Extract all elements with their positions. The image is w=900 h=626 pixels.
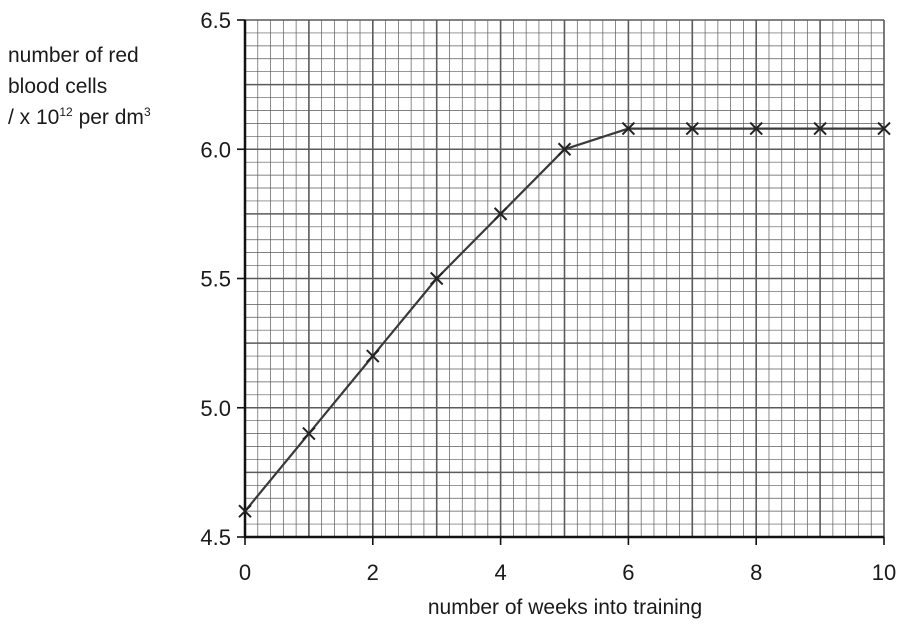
data-point-marker <box>429 271 444 286</box>
x-tick-label: 8 <box>750 560 762 585</box>
marker-stroke <box>685 121 700 136</box>
y-axis-label-line3: / x 1012 per dm3 <box>8 102 188 133</box>
data-point-marker <box>813 121 827 136</box>
data-point-marker <box>557 142 572 156</box>
y-tick-label: 6.5 <box>200 8 231 33</box>
data-point-marker <box>877 121 891 136</box>
data-series <box>238 121 891 518</box>
x-tick-label: 10 <box>872 560 896 585</box>
tick-labels: 4.5 5.0 5.5 6.0 6.5 0 2 4 6 8 10 <box>200 8 896 585</box>
marker-stroke <box>877 121 891 136</box>
y-tick-label: 5.0 <box>200 396 231 421</box>
chart-grid <box>244 19 885 538</box>
y-axis-label-line1: number of red <box>8 44 139 67</box>
data-point-marker <box>493 207 508 221</box>
marker-stroke <box>749 121 763 136</box>
chart-axes <box>237 19 885 545</box>
data-point-marker <box>621 121 636 136</box>
x-tick-label: 0 <box>239 560 251 585</box>
y-tick-label: 5.5 <box>200 267 231 292</box>
x-axis-label: number of weeks into training <box>427 596 703 619</box>
marker-stroke <box>366 349 380 363</box>
data-point-marker <box>238 504 252 518</box>
marker-stroke <box>557 142 572 156</box>
marker-stroke <box>429 271 444 286</box>
y-axis-label-line3-unit: per dm <box>72 106 144 129</box>
y-axis-label-exponent2: 3 <box>143 105 151 119</box>
marker-stroke <box>238 504 252 518</box>
y-axis-label: number of red blood cells / x 1012 per d… <box>8 40 188 133</box>
marker-stroke <box>493 207 508 221</box>
y-axis-label-exponent: 12 <box>59 105 73 119</box>
y-tick-label: 6.0 <box>200 137 231 162</box>
y-tick-label: 4.5 <box>200 525 231 550</box>
data-point-marker <box>749 121 763 136</box>
marker-stroke <box>813 121 827 136</box>
y-axis-label-line3-pre: / x 10 <box>8 106 60 129</box>
data-point-marker <box>366 349 380 363</box>
marker-stroke <box>302 426 316 441</box>
marker-stroke <box>621 121 636 136</box>
data-point-marker <box>302 426 316 441</box>
y-axis-label-line2: blood cells <box>8 75 108 98</box>
x-tick-label: 4 <box>494 560 506 585</box>
data-point-marker <box>685 121 700 136</box>
x-tick-label: 2 <box>367 560 379 585</box>
x-tick-label: 6 <box>622 560 634 585</box>
